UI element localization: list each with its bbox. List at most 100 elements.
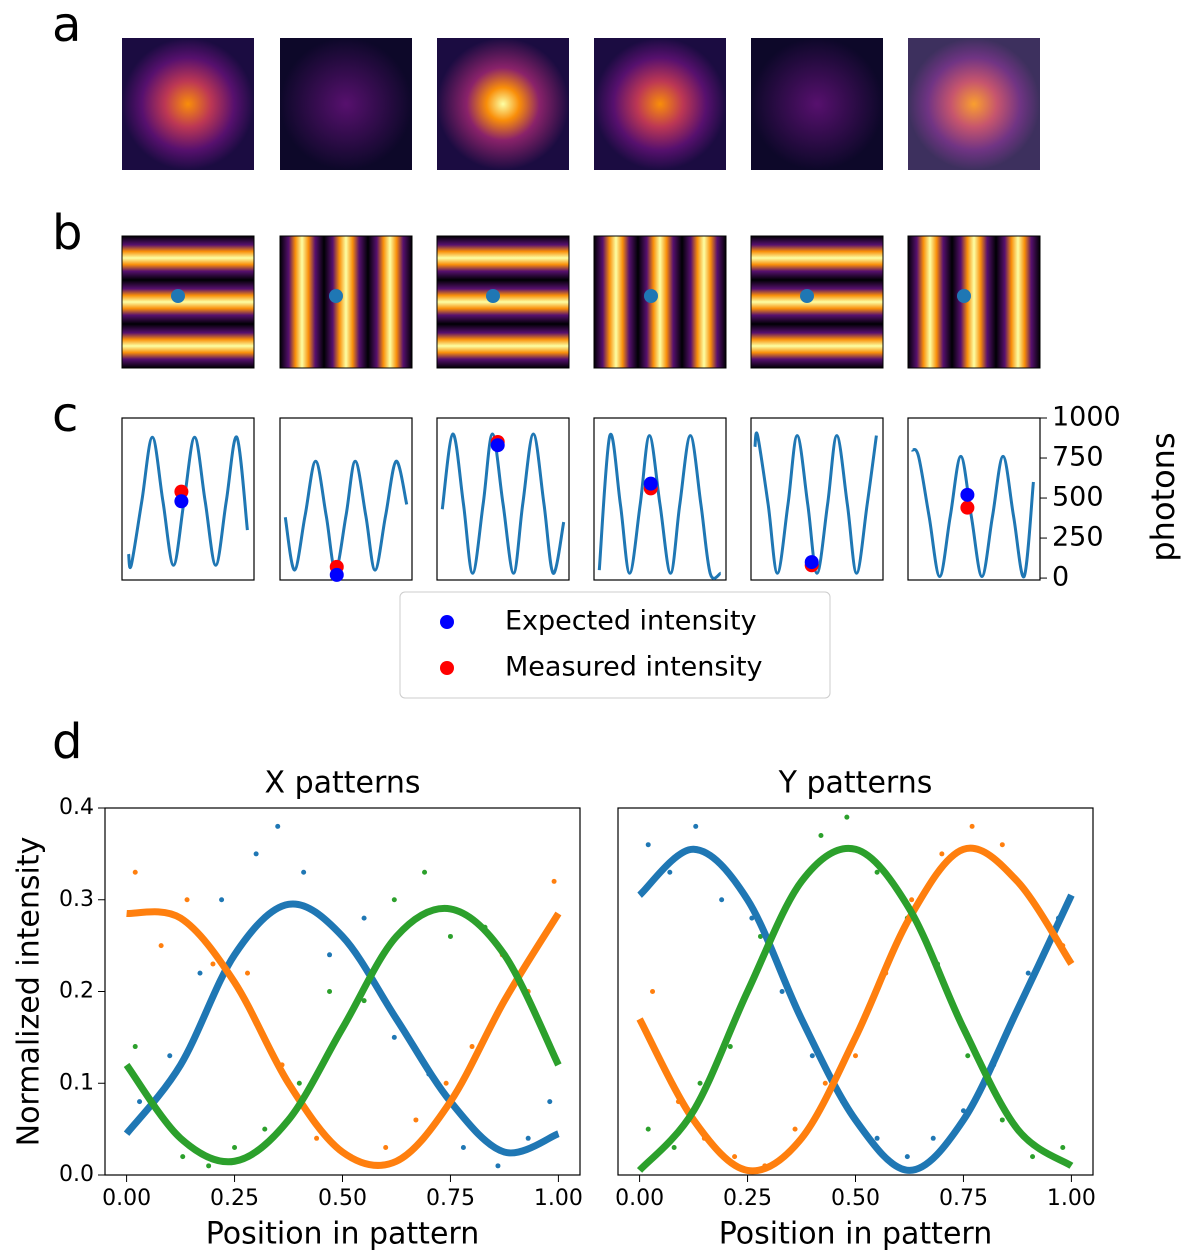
scatter-point [909,897,914,902]
scatter-point [301,870,306,875]
x-tick-label: 0.25 [723,1186,772,1211]
scatter-point [547,1099,552,1104]
curve [285,461,406,570]
pattern [908,236,1040,368]
figure: a b c d Expected intensity Measured inte… [0,0,1191,1253]
panel-label: b [52,205,82,261]
scatter-point [939,851,944,856]
x-tick-label: 0.75 [939,1186,988,1211]
scatter-point [1060,1145,1065,1150]
scatter-point [823,1081,828,1086]
chart-title: X patterns [265,766,421,801]
curve [442,434,563,573]
scatter-point [719,897,724,902]
scatter-point [206,1163,211,1168]
x-tick-label: 0.75 [426,1186,475,1211]
page: {"panel_labels": ["a", "b", "c", "d"], "… [0,0,1191,1253]
scatter-point [732,1154,737,1159]
scatter-point [461,1145,466,1150]
scatter-point [448,934,453,939]
x-tick-label: 0.50 [318,1186,367,1211]
scatter-point [1000,1117,1005,1122]
scatter-point [422,870,427,875]
scatter-point [470,1044,475,1049]
scatter-point [853,1053,858,1058]
scatter-point [198,971,203,976]
y-tick-label: 1000 [1052,402,1121,433]
y-tick-label: 250 [1052,522,1104,553]
x-tick-label: 0.50 [831,1186,880,1211]
y-tick-label: 0.1 [59,1070,94,1095]
image [437,38,569,170]
scatter-point [844,815,849,820]
scatter-point [526,1136,531,1141]
y-tick-label: 0.4 [59,795,94,820]
image [751,38,883,170]
fit-line [127,908,559,1161]
intensity-dot [491,438,505,452]
panel-label: a [52,0,81,53]
panel-label: d [52,714,82,770]
scatter-point [693,824,698,829]
scatter-point [297,1081,302,1086]
scatter-point [314,1136,319,1141]
scatter-point [362,916,367,921]
scatter-point [413,1117,418,1122]
intensity-dot [174,494,188,508]
scatter-point [133,870,138,875]
scatter-point [392,897,397,902]
scatter-point [219,897,224,902]
scatter-point [1000,842,1005,847]
pattern [594,236,726,368]
y-tick-label: 750 [1052,442,1104,473]
y-axis-label: photons [1144,432,1182,561]
position-dot [800,289,814,303]
chart-title: Y patterns [778,766,933,801]
image [594,38,726,170]
x-axis-label: Position in pattern [719,1217,992,1252]
scatter-point [698,1081,703,1086]
image [280,38,412,170]
scatter-point [728,1044,733,1049]
scatter-point [262,1127,267,1132]
scatter-point [650,989,655,994]
scatter-point [810,1053,815,1058]
scatter-point [667,870,672,875]
intensity-dot [960,501,974,515]
scatter-point [793,1127,798,1132]
scatter-point [275,824,280,829]
y-tick-label: 0 [1052,562,1069,593]
scatter-point [818,833,823,838]
pattern [437,236,569,368]
scatter-point [646,1127,651,1132]
scatter-point [875,1136,880,1141]
scatter-point [180,1154,185,1159]
y-tick-label: 0.2 [59,979,94,1004]
legend-label: Measured intensity [505,652,763,683]
curve [755,433,876,573]
scatter-point [1030,1154,1035,1159]
position-dot [644,289,658,303]
scatter-point [392,1035,397,1040]
scatter-point [905,1154,910,1159]
image [908,38,1040,170]
curve [599,434,720,578]
legend-swatch [440,615,454,629]
scatter-point [970,824,975,829]
scatter-point [232,1145,237,1150]
intensity-dot [960,488,974,502]
x-tick-label: 0.25 [210,1186,259,1211]
scatter-point [444,1081,449,1086]
pattern [122,236,254,368]
scatter-point [495,1163,500,1168]
x-tick-label: 1.00 [534,1186,583,1211]
scatter-point [780,989,785,994]
scatter-point [133,1044,138,1049]
scatter-point [245,971,250,976]
pattern [280,236,412,368]
scatter-point [672,1145,677,1150]
legend-label: Expected intensity [505,606,757,637]
y-tick-label: 0.3 [59,887,94,912]
position-dot [486,289,500,303]
scatter-point [137,1099,142,1104]
